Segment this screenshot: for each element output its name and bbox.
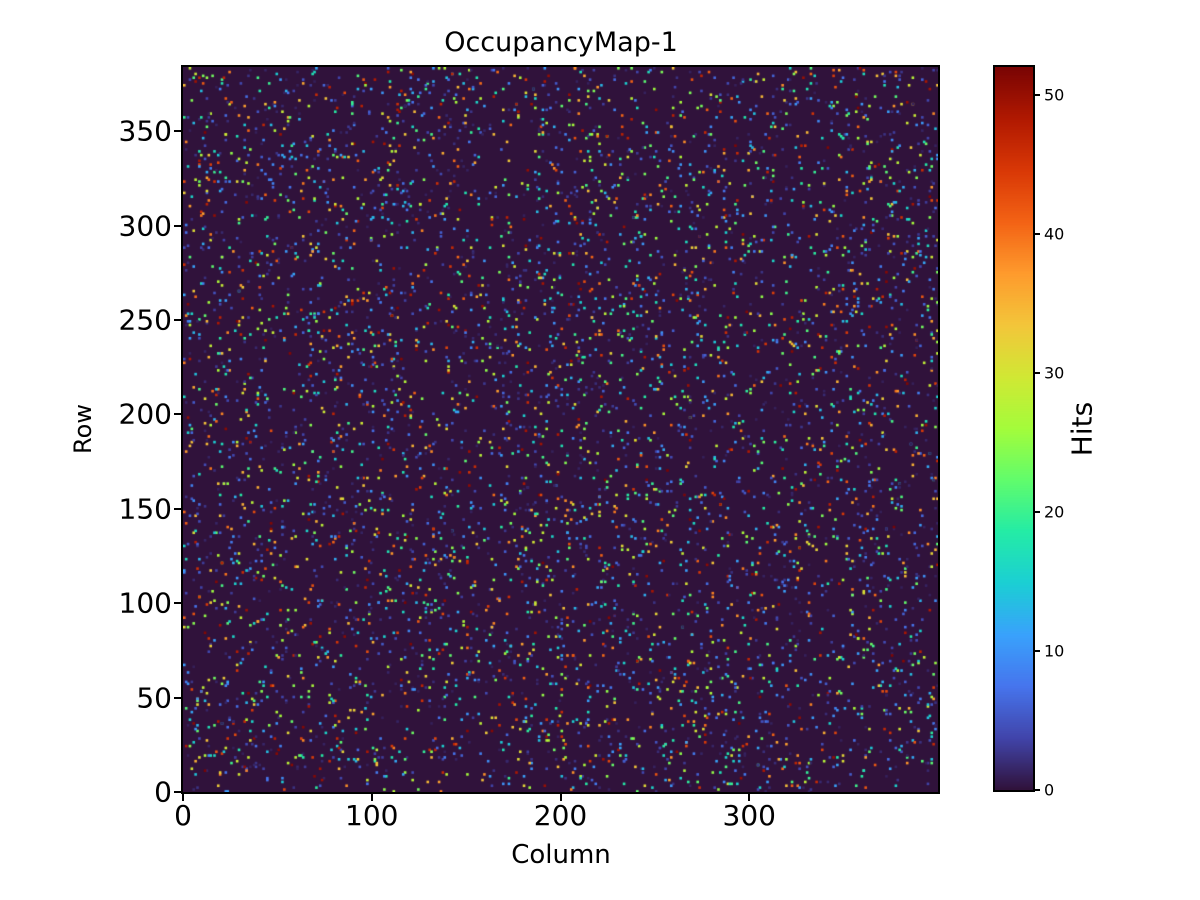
x-tick-label: 300 [722, 799, 776, 832]
y-tick-label: 0 [154, 775, 172, 809]
colorbar-tick-label: 0 [1044, 780, 1055, 800]
y-tick-mark [174, 413, 181, 416]
x-tick-label: 0 [174, 799, 192, 832]
y-tick-mark [174, 130, 181, 133]
x-tick-label: 200 [533, 799, 588, 832]
x-axis-label: Column [511, 840, 611, 870]
y-tick-mark [174, 696, 181, 699]
y-tick-mark [174, 224, 181, 227]
y-tick-mark [174, 318, 181, 321]
colorbar-label: Hits [1065, 401, 1099, 457]
colorbar-tick-mark [1035, 510, 1040, 513]
colorbar-tick-label: 20 [1044, 502, 1065, 522]
plot-title: OccupancyMap-1 [444, 27, 678, 58]
x-tick-label: 100 [345, 799, 399, 832]
colorbar-tick-label: 50 [1044, 85, 1065, 105]
x-tick-mark [748, 794, 751, 801]
colorbar-tick-mark [1035, 232, 1040, 235]
y-tick-label: 350 [118, 114, 172, 148]
x-tick-mark [370, 794, 373, 801]
y-tick-mark [174, 507, 181, 510]
y-tick-label: 300 [118, 209, 172, 243]
colorbar-tick-label: 10 [1044, 641, 1065, 661]
x-tick-mark [559, 794, 562, 801]
y-tick-label: 100 [118, 586, 172, 620]
heatmap-canvas [183, 67, 938, 792]
y-tick-label: 150 [118, 492, 172, 526]
colorbar-tick-mark [1035, 789, 1040, 791]
y-tick-label: 200 [118, 397, 172, 431]
colorbar-tick-label: 30 [1044, 363, 1065, 383]
colorbar-gradient [995, 67, 1033, 790]
colorbar-tick-mark [1035, 649, 1040, 652]
y-tick-label: 50 [136, 681, 172, 715]
y-tick-mark [174, 602, 181, 605]
x-tick-mark [182, 794, 184, 801]
y-tick-label: 250 [118, 303, 172, 337]
plot-area [181, 65, 940, 794]
y-tick-mark [174, 791, 181, 793]
colorbar-tick-mark [1035, 93, 1040, 96]
colorbar [993, 65, 1035, 792]
colorbar-tick-mark [1035, 371, 1040, 374]
colorbar-tick-label: 40 [1044, 224, 1065, 244]
